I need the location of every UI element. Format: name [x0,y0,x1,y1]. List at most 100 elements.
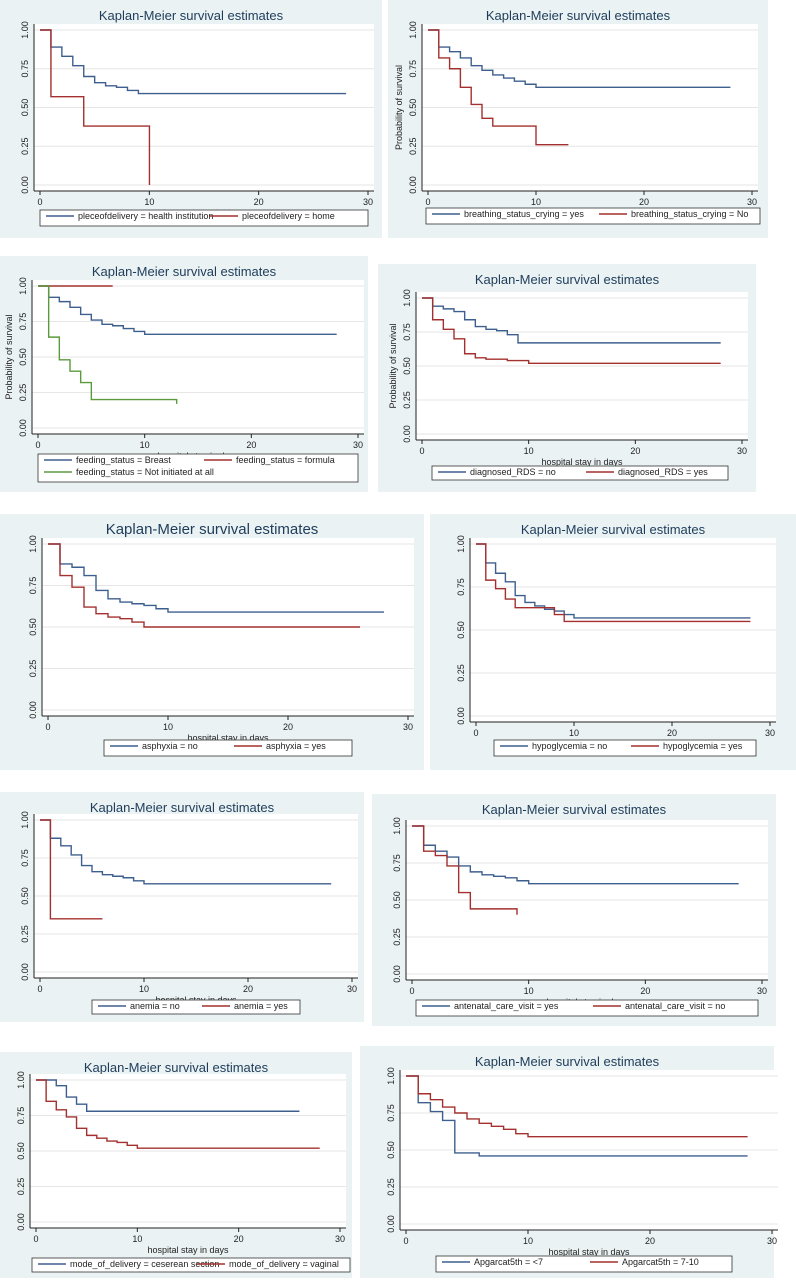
y-tick-label: 0.00 [402,425,412,443]
legend-box [31,1257,351,1273]
x-tick-label: 10 [144,197,154,207]
y-tick-label: 0.00 [28,701,38,719]
legend-label: diagnosed_RDS = no [470,467,556,477]
x-tick-label: 0 [403,1236,408,1246]
km-series-line [48,543,384,613]
legend-label: antenatal_care_visit = yes [454,1001,559,1011]
legend-label: Apgarcat5th = <7 [474,1257,543,1267]
km-series-line [38,285,178,404]
chart-title: Kaplan-Meier survival estimates [84,1060,269,1075]
chart-title: Kaplan-Meier survival estimates [475,272,660,287]
km-series-line [40,819,103,920]
y-axis-label: Probability of survival [4,314,14,399]
y-tick-label: 1.00 [18,277,28,295]
chart-title: Kaplan-Meier survival estimates [99,8,284,23]
y-tick-label: 1.00 [392,817,402,835]
chart-title: Kaplan-Meier survival estimates [106,521,319,538]
km-series-line [38,285,337,335]
legend-label: anemia = no [130,1001,180,1011]
legend-label: anemia = yes [234,1001,288,1011]
chart-title: Kaplan-Meier survival estimates [475,1054,660,1069]
legend-label: asphyxia = yes [266,741,326,751]
x-tick-label: 20 [283,722,293,732]
y-tick-label: 0.75 [408,60,418,78]
x-tick-label: 30 [747,197,757,207]
km-series-line [40,819,332,885]
y-tick-label: 0.00 [16,1213,26,1231]
km-series-line [428,29,569,146]
km-chart-svg: Kaplan-Meier survival estimates 0.00 0.25 0… [386,1054,778,1273]
km-series-line [476,543,751,619]
x-axis-label: hospital stay in days [147,1245,229,1255]
y-tick-label: 0.50 [28,618,38,636]
legend-label: hypoglycemia = yes [663,741,743,751]
km-series-line [412,825,518,915]
x-tick-label: 30 [737,446,747,456]
km-chart-panel-breathing: Kaplan-Meier survival estimates 0.00 0.25 0… [388,0,768,238]
x-tick-label: 0 [45,722,50,732]
y-tick-label: 0.25 [20,925,30,943]
legend-label: feeding_status = Breast [76,455,171,465]
km-chart-svg: Kaplan-Meier survival estimates 0.00 0.25 0… [456,522,776,757]
x-tick-label: 10 [139,984,149,994]
legend-box [435,1255,733,1273]
legend-label: Apgarcat5th = 7-10 [622,1257,699,1267]
km-chart-panel-hypoglycemia: Kaplan-Meier survival estimates 0.00 0.25 0… [430,514,796,770]
y-tick-label: 0.00 [20,176,30,194]
y-tick-label: 0.75 [20,849,30,867]
x-axis-label: hospital stay in days [548,1247,630,1257]
x-tick-label: 20 [246,440,256,450]
y-tick-label: 0.75 [402,323,412,341]
legend-label: feeding_status = Not initiated at all [76,467,214,477]
y-tick-label: 0.75 [20,60,30,78]
y-tick-label: 1.00 [386,1067,396,1085]
x-axis-label: hospital stay in days [541,457,623,467]
km-series-line [476,543,751,623]
y-tick-label: 0.50 [392,891,402,909]
y-tick-label: 0.00 [456,707,466,725]
y-tick-label: 0.25 [16,1178,26,1196]
x-tick-label: 20 [645,1236,655,1246]
x-tick-label: 0 [35,440,40,450]
km-series-line [412,825,739,885]
x-tick-label: 30 [347,984,357,994]
y-tick-label: 0.25 [28,660,38,678]
y-tick-label: 0.25 [386,1178,396,1196]
x-tick-label: 0 [33,1234,38,1244]
y-tick-label: 0.75 [16,1107,26,1125]
km-chart-panel-apgar: Kaplan-Meier survival estimates 0.00 0.25 0… [360,1046,778,1278]
km-chart-svg: Kaplan-Meier survival estimates 0.00 0.25 0… [4,264,364,483]
legend-label: mode_of_delivery = ceserean section [70,1259,219,1269]
km-chart-svg: Kaplan-Meier survival estimates 0.00 0.25 0… [20,8,374,227]
y-tick-label: 0.50 [20,887,30,905]
x-tick-label: 0 [419,446,424,456]
km-chart-panel-anemia: Kaplan-Meier survival estimates 0.00 0.25 0… [0,792,364,1022]
y-tick-label: 0.00 [18,419,28,437]
legend-label: hypoglycemia = no [532,741,607,751]
x-axis-label: hospital stay in days [187,733,269,743]
legend-label: pleceofdelivery = home [242,211,335,221]
y-tick-label: 0.75 [18,313,28,331]
y-tick-label: 0.50 [18,348,28,366]
legend-label: pleceofdelivery = health institution [78,211,213,221]
x-tick-label: 10 [524,986,534,996]
y-tick-label: 0.50 [20,99,30,117]
x-tick-label: 30 [353,440,363,450]
y-tick-label: 1.00 [16,1071,26,1089]
legend-box [37,453,359,483]
km-series-line [48,543,360,628]
x-tick-label: 0 [425,197,430,207]
legend-label: breathing_status_crying = yes [464,209,584,219]
km-series-line [428,29,731,89]
x-tick-label: 10 [140,440,150,450]
x-tick-label: 30 [767,1236,777,1246]
y-tick-label: 0.25 [456,664,466,682]
y-tick-label: 0.50 [16,1142,26,1160]
legend-label: breathing_status_crying = No [631,209,748,219]
y-tick-label: 0.00 [392,965,402,983]
km-series-line [40,29,151,185]
x-tick-label: 0 [37,984,42,994]
x-tick-label: 30 [403,722,413,732]
legend-box [91,999,301,1015]
x-tick-label: 10 [524,446,534,456]
